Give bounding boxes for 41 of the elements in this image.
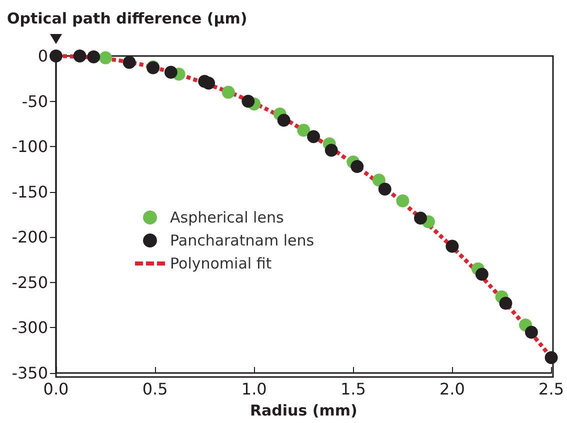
y-tick-label: -300 (12, 318, 48, 338)
y-tick-label: 0 (38, 46, 48, 66)
point (164, 66, 178, 79)
x-tick-label: 0.5 (142, 380, 168, 398)
point (202, 76, 216, 90)
legend-label: Aspherical lens (170, 208, 284, 226)
point (324, 144, 338, 157)
point (396, 194, 410, 208)
point (277, 114, 290, 127)
point (87, 50, 100, 64)
point (524, 326, 538, 339)
point (350, 160, 364, 173)
legend-label: Polynomial fit (170, 254, 272, 272)
legend-label: Pancharatnam lens (170, 232, 314, 250)
y-tick-label: -50 (22, 92, 48, 111)
point (73, 50, 86, 62)
point (122, 56, 136, 69)
point (50, 50, 62, 62)
y-tick-label: -250 (12, 272, 48, 292)
x-axis-title: Radius (mm) (250, 402, 358, 420)
point (307, 130, 320, 144)
y-tick-label: -350 (12, 364, 48, 382)
y-axis-title: Optical path difference (µm) (7, 10, 248, 28)
point (544, 351, 558, 364)
point (372, 174, 386, 187)
point (297, 124, 310, 137)
x-tick-label: 1.5 (340, 380, 366, 398)
point (499, 296, 512, 310)
y-tick-label: -100 (12, 137, 48, 156)
point (414, 212, 428, 225)
x-tick-label: 2.0 (439, 380, 465, 398)
point (99, 51, 112, 64)
point (222, 86, 235, 99)
y-tick-label: -200 (12, 228, 48, 247)
x-tick-label: 0.0 (43, 380, 69, 398)
point (242, 94, 255, 108)
point (475, 268, 488, 281)
x-tick-label: 1.0 (241, 380, 267, 398)
x-tick-label: 2.5 (538, 380, 564, 398)
point (378, 182, 392, 196)
y-tick-label: -150 (12, 182, 48, 202)
